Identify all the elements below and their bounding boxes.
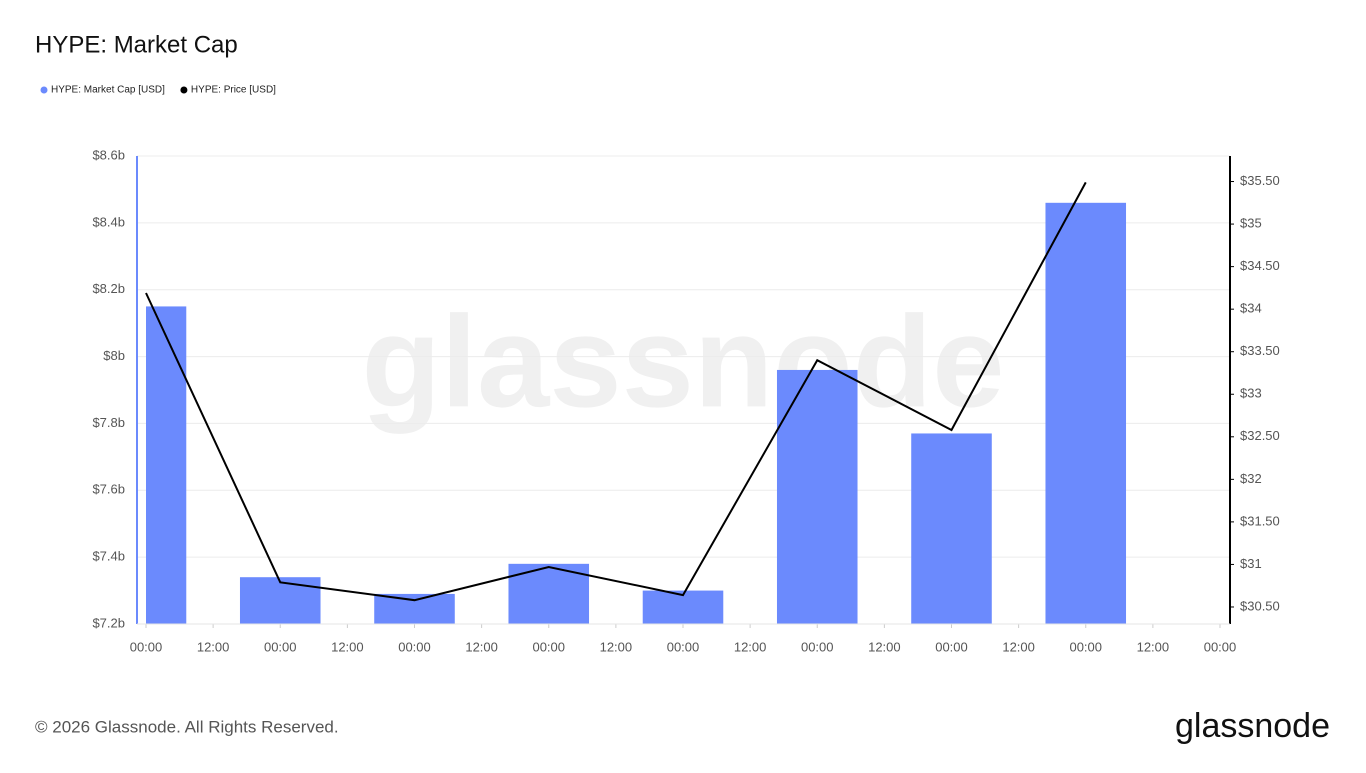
bar	[1045, 202, 1127, 625]
y-tick-label: $8.4b	[92, 214, 125, 229]
legend: HYPE: Market Cap [USD] HYPE: Price [USD]	[40, 85, 276, 96]
x-tick-label: 00:00	[667, 639, 700, 654]
bar	[146, 306, 187, 624]
x-tick-label: 12:00	[465, 639, 498, 654]
watermark: glassnode	[362, 288, 1005, 434]
y2-tick-label: $33	[1240, 386, 1262, 401]
footer: © 2026 Glassnode. All Rights Reserved.	[35, 717, 339, 736]
x-tick-label: 12:00	[600, 639, 633, 654]
y2-tick-label: $31	[1240, 556, 1262, 571]
bar	[239, 577, 321, 624]
x-tick-label: 00:00	[532, 639, 565, 654]
bar	[776, 369, 858, 624]
bar	[911, 433, 992, 624]
y-tick-label: $7.2b	[92, 615, 125, 630]
y-tick-label: $8.2b	[92, 281, 125, 296]
x-tick-label: 00:00	[398, 639, 431, 654]
y2-tick-label: $33.50	[1240, 343, 1280, 358]
x-tick-label: 00:00	[1069, 639, 1102, 654]
y2-tick-label: $34.50	[1240, 258, 1280, 273]
legend-label: HYPE: Market Cap [USD]	[51, 85, 165, 96]
y2-tick-label: $35	[1240, 216, 1262, 231]
y2-tick-label: $34	[1240, 301, 1262, 316]
y-tick-label: $8b	[103, 348, 125, 363]
grid	[137, 155, 1230, 625]
x-tick-label: 00:00	[935, 639, 968, 654]
x-tick-label: 00:00	[264, 639, 297, 654]
y-tick-label: $7.4b	[92, 549, 125, 564]
y-tick-label: $7.8b	[92, 415, 125, 430]
x-tick-label: 00:00	[130, 639, 163, 654]
y2-tick-label: $32.50	[1240, 428, 1280, 443]
bar	[374, 593, 455, 624]
price-line	[145, 181, 1087, 602]
x-tick-label: 12:00	[331, 639, 364, 654]
x-tick-label: 12:00	[734, 639, 767, 654]
x-tick-label: 00:00	[801, 639, 834, 654]
y2-tick-label: $31.50	[1240, 513, 1280, 528]
axes: $7.2b $7.4b $7.6b $7.8b $8b $8.2b $8.4b $8.6b $3…	[92, 147, 1279, 654]
y-tick-label: $7.6b	[92, 482, 125, 497]
logo: glassnode	[1175, 707, 1330, 745]
legend-label: HYPE: Price [USD]	[191, 85, 276, 96]
chart-title: HYPE: Market Cap	[35, 31, 238, 58]
y2-tick-label: $30.50	[1240, 598, 1280, 613]
x-tick-label: 12:00	[1002, 639, 1035, 654]
x-tick-label: 12:00	[868, 639, 901, 654]
bar	[642, 590, 724, 624]
x-tick-label: 12:00	[197, 639, 230, 654]
plot	[146, 202, 1127, 625]
legend-swatch	[40, 86, 48, 94]
y2-tick-label: $32	[1240, 471, 1262, 486]
legend-swatch	[180, 86, 188, 94]
x-tick-label: 12:00	[1137, 639, 1170, 654]
y2-tick-label: $35.50	[1240, 173, 1280, 188]
x-tick-label: 00:00	[1204, 639, 1237, 654]
y-tick-label: $8.6b	[92, 147, 125, 162]
